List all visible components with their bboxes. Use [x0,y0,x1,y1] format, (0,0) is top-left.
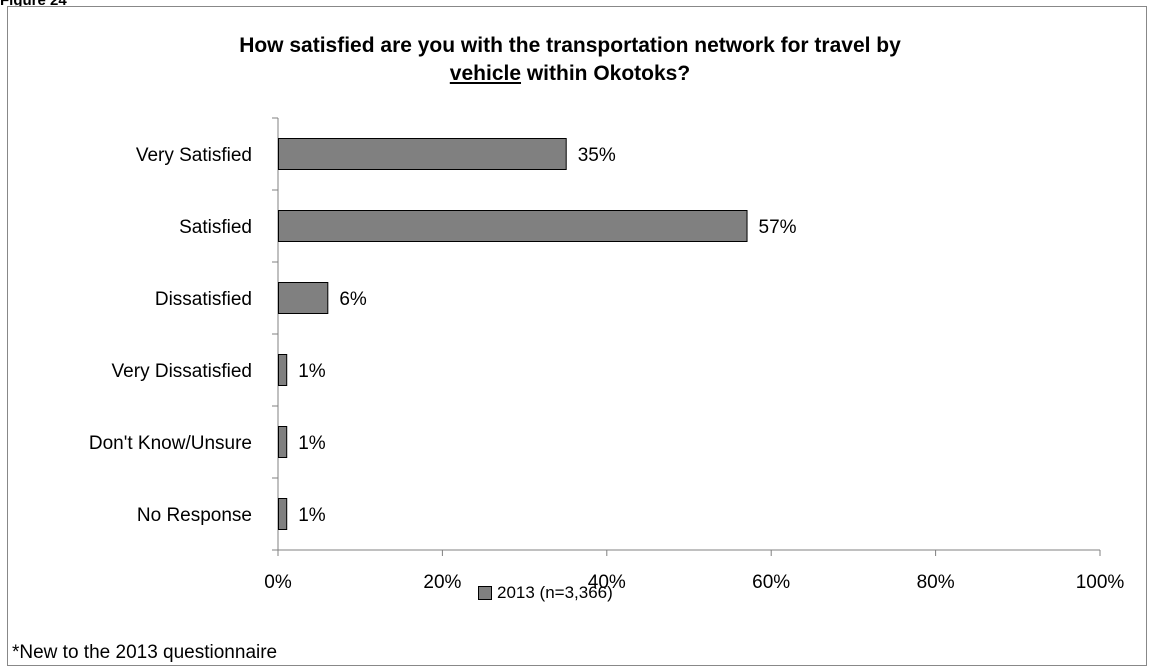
chart-frame [7,6,1147,666]
x-tick-label: 60% [752,572,790,593]
data-label: 1% [298,505,326,526]
category-label: Dissatisfied [155,289,252,310]
chart-title-line-2: vehicle within Okotoks? [140,60,1000,88]
x-tick-label: 40% [588,572,626,593]
x-tick-label: 80% [917,572,955,593]
data-label: 35% [578,145,616,166]
x-tick-label: 20% [423,572,461,593]
bar [278,498,288,530]
chart-title-rest: within Okotoks? [521,62,691,85]
x-tick-label: 0% [264,572,292,593]
data-label: 1% [298,433,326,454]
chart-title-underlined: vehicle [449,62,522,85]
bar [278,354,288,386]
x-tick-label: 100% [1076,572,1125,593]
chart-title: How satisfied are you with the transport… [140,32,1000,88]
legend-label: 2013 (n=3,366) [497,583,613,602]
legend-swatch [478,586,492,600]
category-label: Don't Know/Unsure [89,433,252,454]
figure-label: Figure 24 [0,0,67,9]
chart-title-line-1: How satisfied are you with the transport… [239,34,901,57]
category-label: Very Satisfied [136,145,252,166]
bar [278,210,748,242]
category-label: Very Dissatisfied [112,361,252,382]
bar [278,426,288,458]
data-label: 57% [759,217,797,238]
legend: 2013 (n=3,366) [478,583,613,603]
category-label: Satisfied [179,217,252,238]
data-label: 6% [339,289,367,310]
bar [278,138,567,170]
category-label: No Response [137,505,252,526]
bar [278,282,329,314]
footnote: *New to the 2013 questionnaire [12,642,278,663]
data-label: 1% [298,361,326,382]
